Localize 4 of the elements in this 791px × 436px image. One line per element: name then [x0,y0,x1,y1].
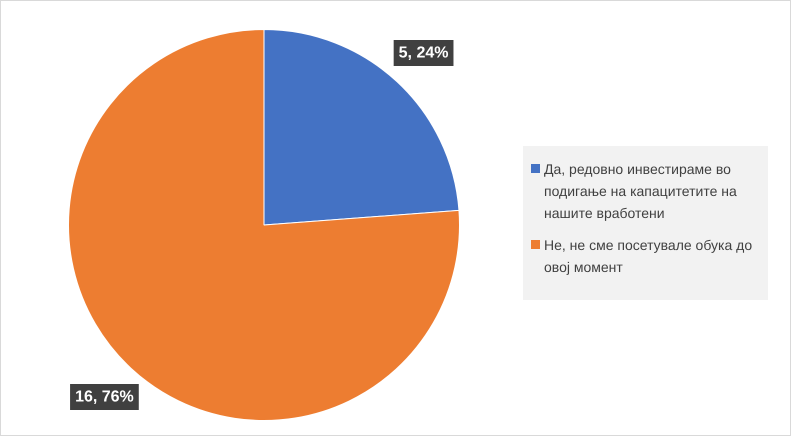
legend-label: Не, не сме посетувале обука до овој момент [544,236,754,277]
data-label: 16, 76% [75,388,134,406]
legend-label: Да, редовно инвестираме во подигање на капацитетите на нашите вработени [544,160,738,223]
data-label: 5, 24% [398,44,448,62]
